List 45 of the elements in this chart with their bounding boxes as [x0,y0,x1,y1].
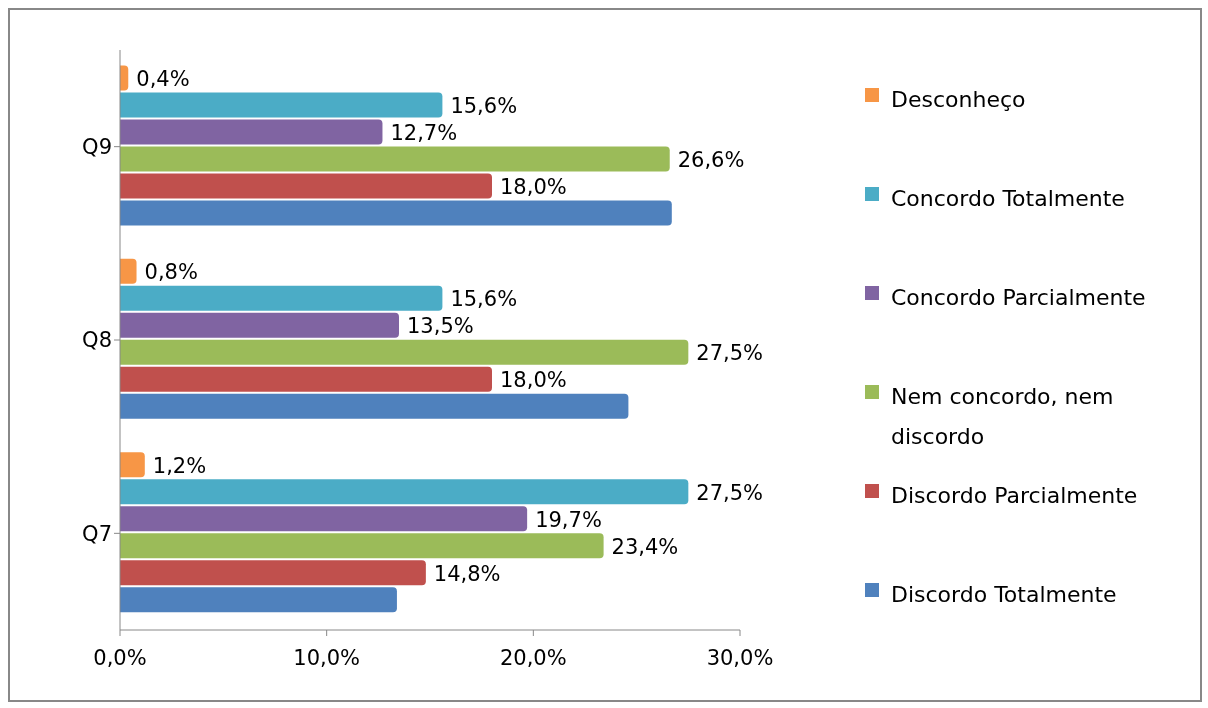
legend-label: Discordo Parcialmente [891,482,1138,510]
bar [120,312,399,338]
bar [120,200,672,226]
data-label: 12,7% [390,120,458,145]
data-label: 18,0% [500,174,567,199]
bar [120,173,492,199]
data-label: 26,6% [677,147,745,172]
data-label: 14,8% [433,561,501,586]
data-label: 15,6% [450,93,518,118]
legend-label: Discordo Totalmente [891,581,1117,609]
data-label: 1,2% [152,453,207,478]
bar [120,92,443,118]
data-label: 23,4% [611,534,679,559]
x-tick-label: 0,0% [93,645,147,670]
x-tick-label: 30,0% [706,645,774,670]
legend-label: Concordo Parcialmente [891,284,1146,312]
data-label: 15,6% [450,287,518,312]
bar [120,339,689,365]
bar [120,506,528,532]
bar [120,587,397,613]
data-label: 27,5% [696,480,764,505]
legend-label: Concordo Totalmente [891,185,1125,213]
data-label: 13,5% [407,314,474,339]
bar [120,560,426,586]
bar [120,119,383,145]
legend-label: Desconheço [891,86,1026,114]
bar [120,479,689,505]
bar [120,258,137,284]
bar [120,393,629,419]
data-label: 19,7% [535,507,602,532]
y-tick-label: Q9 [82,135,112,160]
bar [120,533,604,559]
data-label: 0,4% [136,66,190,91]
bar [120,146,670,172]
bar [120,366,492,392]
x-tick-label: 10,0% [293,645,361,670]
y-tick-label: Q8 [82,328,112,353]
y-tick-label: Q7 [82,521,112,546]
data-label: 0,8% [144,260,198,285]
x-tick-label: 20,0% [499,645,567,670]
legend-label: Nem concordo, nem discordo [891,383,1115,451]
data-label: 18,0% [500,368,567,393]
bar [120,452,145,478]
bar [120,285,443,311]
data-label: 27,5% [696,341,764,366]
